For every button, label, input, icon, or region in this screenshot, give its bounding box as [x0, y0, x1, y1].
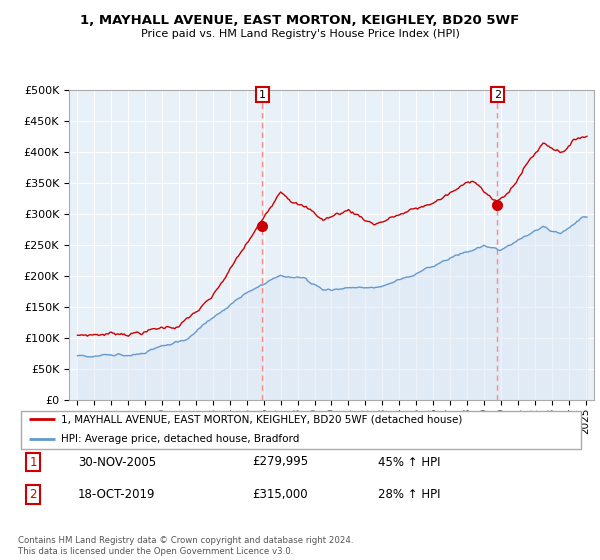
Text: 28% ↑ HPI: 28% ↑ HPI [378, 488, 440, 501]
Text: 1: 1 [29, 455, 37, 469]
Text: 1, MAYHALL AVENUE, EAST MORTON, KEIGHLEY, BD20 5WF: 1, MAYHALL AVENUE, EAST MORTON, KEIGHLEY… [80, 14, 520, 27]
FancyBboxPatch shape [21, 411, 581, 449]
Text: 1, MAYHALL AVENUE, EAST MORTON, KEIGHLEY, BD20 5WF (detached house): 1, MAYHALL AVENUE, EAST MORTON, KEIGHLEY… [61, 414, 462, 424]
Text: Price paid vs. HM Land Registry's House Price Index (HPI): Price paid vs. HM Land Registry's House … [140, 29, 460, 39]
Text: 30-NOV-2005: 30-NOV-2005 [78, 455, 156, 469]
Text: 2: 2 [494, 90, 501, 100]
Text: 2: 2 [29, 488, 37, 501]
Text: 45% ↑ HPI: 45% ↑ HPI [378, 455, 440, 469]
Text: £315,000: £315,000 [252, 488, 308, 501]
Text: £279,995: £279,995 [252, 455, 308, 469]
Text: 18-OCT-2019: 18-OCT-2019 [78, 488, 155, 501]
Text: Contains HM Land Registry data © Crown copyright and database right 2024.
This d: Contains HM Land Registry data © Crown c… [18, 536, 353, 556]
Text: HPI: Average price, detached house, Bradford: HPI: Average price, detached house, Brad… [61, 434, 299, 444]
Text: 1: 1 [259, 90, 266, 100]
